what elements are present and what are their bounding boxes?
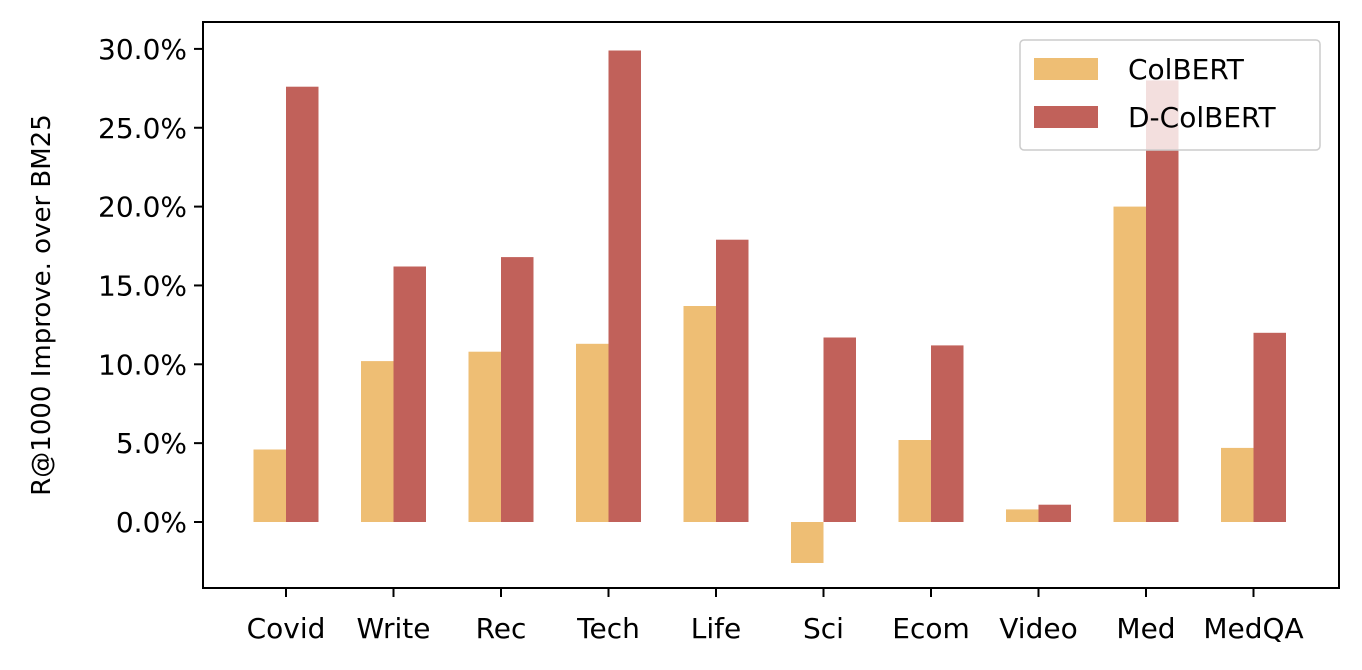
x-tick-label-med: Med <box>1116 612 1175 645</box>
bar-d-colbert-tech <box>608 50 641 522</box>
plot-area-frame <box>202 21 1340 589</box>
y-axis: 0.0% 5.0% 10.0% 15.0% 20.0% 25.0% 30.0% <box>98 33 203 539</box>
y-tick-label: 20.0% <box>98 191 187 224</box>
bar-colbert-tech <box>576 343 609 522</box>
bar-colbert-rec <box>468 351 501 522</box>
x-axis: Covid Write Rec Tech Life Sci Ecom Video Med MedQ… <box>247 588 1304 645</box>
legend: ColBERT D-ColBERT <box>1019 39 1321 151</box>
legend-label-d-colbert: D-ColBERT <box>1128 101 1276 134</box>
bar-colbert-life <box>683 306 716 522</box>
y-tick-label: 15.0% <box>98 269 187 302</box>
x-tick-label-life: Life <box>691 612 741 645</box>
bar-colbert-med <box>1113 206 1146 522</box>
bar-d-colbert-write <box>393 266 426 522</box>
bar-d-colbert-medqa <box>1253 332 1286 522</box>
bar-colbert-sci <box>791 522 824 563</box>
bars-group <box>253 50 1286 563</box>
y-tick-label: 0.0% <box>116 506 187 539</box>
bar-d-colbert-life <box>716 239 749 522</box>
x-tick-label-rec: Rec <box>476 612 527 645</box>
x-tick-label-write: Write <box>357 612 431 645</box>
bar-d-colbert-covid <box>286 86 319 522</box>
bar-colbert-video <box>1006 509 1039 522</box>
x-tick-label-covid: Covid <box>247 612 326 645</box>
x-tick-label-ecom: Ecom <box>892 612 970 645</box>
legend-swatch-colbert <box>1034 58 1098 80</box>
bar-d-colbert-video <box>1038 504 1071 522</box>
y-tick-label: 30.0% <box>98 33 187 66</box>
bar-d-colbert-rec <box>501 257 534 522</box>
y-tick-label: 10.0% <box>98 348 187 381</box>
y-tick-label: 5.0% <box>116 427 187 460</box>
x-tick-label-video: Video <box>999 612 1077 645</box>
bar-d-colbert-ecom <box>931 345 964 522</box>
y-axis-title: R@1000 Improve. over BM25 <box>27 114 57 496</box>
x-tick-label-tech: Tech <box>576 612 640 645</box>
legend-label-colbert: ColBERT <box>1128 53 1245 86</box>
bar-colbert-write <box>361 361 394 522</box>
bar-d-colbert-med <box>1146 80 1179 523</box>
bar-colbert-medqa <box>1221 447 1254 522</box>
bar-colbert-ecom <box>898 440 931 522</box>
bar-colbert-covid <box>253 449 286 522</box>
bar-d-colbert-sci <box>823 337 856 522</box>
legend-swatch-d-colbert <box>1034 106 1098 128</box>
x-tick-label-medqa: MedQA <box>1203 612 1303 645</box>
x-tick-label-sci: Sci <box>803 612 844 645</box>
y-tick-label: 25.0% <box>98 112 187 145</box>
